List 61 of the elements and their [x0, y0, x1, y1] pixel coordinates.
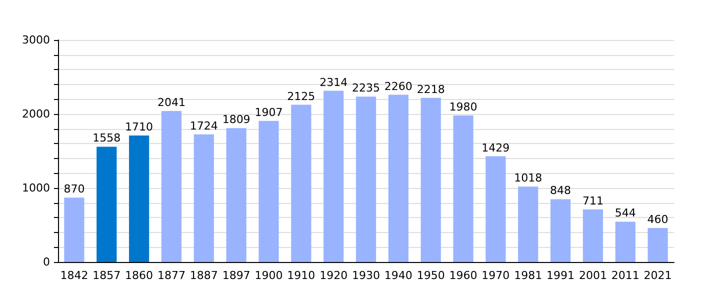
- x-tick-label: 1950: [416, 269, 445, 282]
- bar: [582, 209, 603, 262]
- bar: [258, 120, 279, 262]
- x-tick-label: 1960: [449, 269, 478, 282]
- x-tick-label: 2011: [611, 269, 640, 282]
- x-tick-label: 1981: [514, 269, 542, 282]
- data-label: 870: [64, 182, 85, 196]
- x-tick-label: 1857: [92, 269, 121, 282]
- x-tick-label: 1877: [157, 269, 186, 282]
- x-tick-label: 1930: [352, 269, 380, 282]
- x-tick-label: 1900: [254, 269, 283, 282]
- data-label: 2125: [287, 90, 316, 103]
- data-label: 460: [647, 212, 668, 226]
- data-label: 1710: [125, 120, 154, 134]
- x-tick-label: 1842: [60, 269, 88, 282]
- x-tick-label: 1991: [546, 269, 575, 282]
- x-tick-label: 1897: [222, 269, 250, 282]
- data-label: 1724: [190, 119, 218, 132]
- data-label: 1429: [482, 141, 510, 154]
- data-label: 848: [550, 184, 572, 198]
- bar: [226, 128, 246, 262]
- data-label: 544: [614, 206, 636, 220]
- bar: [420, 98, 441, 262]
- x-tick-label: 1920: [320, 269, 348, 282]
- bar: [615, 222, 636, 262]
- bar: [486, 156, 506, 262]
- x-tick-label: 2021: [644, 269, 672, 282]
- bar: [550, 199, 571, 262]
- data-label: 1018: [514, 172, 542, 185]
- y-tick-label: 0: [43, 256, 50, 268]
- bar: [96, 146, 117, 262]
- x-tick-label: 1887: [190, 269, 218, 282]
- x-tick-label: 1940: [384, 269, 412, 282]
- data-label: 2041: [157, 96, 186, 109]
- data-label: 1907: [254, 106, 283, 119]
- data-label: 1980: [449, 100, 478, 114]
- bar: [129, 135, 150, 262]
- bar: [64, 198, 84, 262]
- bar: [648, 228, 668, 262]
- bar: [518, 186, 538, 262]
- data-label: 2314: [320, 76, 348, 89]
- bar: [324, 90, 344, 262]
- x-tick-label: 1910: [287, 269, 316, 282]
- bar: [356, 96, 376, 262]
- data-label: 2235: [352, 82, 380, 95]
- data-label: 711: [582, 194, 604, 208]
- x-tick-label: 1860: [125, 269, 154, 282]
- bar: [453, 115, 474, 262]
- data-label: 2218: [416, 82, 445, 96]
- y-tick-label: 1000: [22, 182, 50, 194]
- x-tick-label: 1970: [482, 269, 510, 282]
- bar: [388, 94, 408, 262]
- y-tick-label: 3000: [22, 34, 50, 46]
- bar: [291, 104, 312, 262]
- data-label: 1558: [92, 132, 121, 145]
- y-tick-label: 2000: [22, 108, 50, 120]
- data-label: 2260: [384, 80, 412, 93]
- bar: [161, 110, 182, 262]
- bar: [194, 134, 214, 262]
- x-tick-label: 2001: [578, 269, 607, 282]
- data-label: 1809: [222, 113, 250, 126]
